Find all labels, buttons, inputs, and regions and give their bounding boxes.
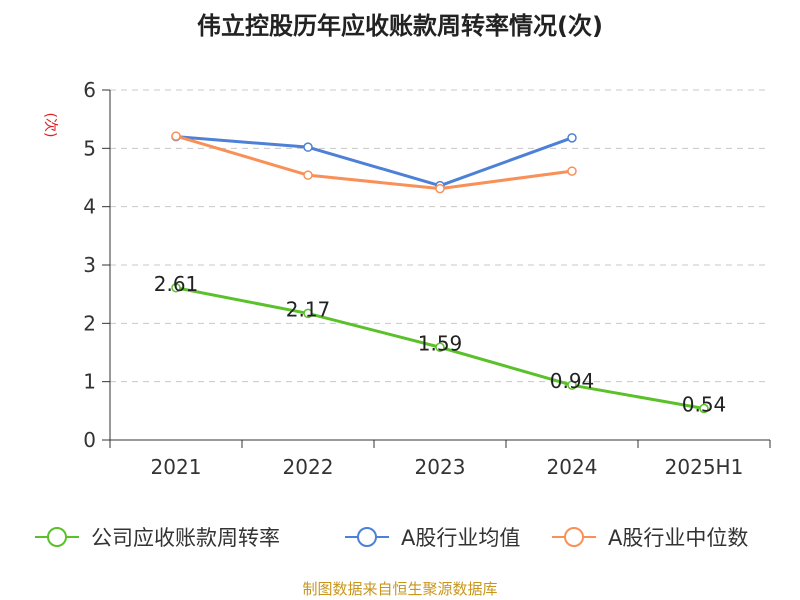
legend-label: 公司应收账款周转率 — [91, 526, 280, 550]
legend-marker — [564, 527, 584, 547]
y-tick-label: 5 — [83, 136, 96, 160]
y-tick-label: 6 — [83, 78, 96, 102]
data-point — [567, 380, 577, 390]
x-tick-label: 2022 — [283, 455, 334, 479]
series-line — [175, 135, 573, 188]
data-label: 0.94 — [550, 369, 595, 393]
data-point — [435, 342, 445, 352]
legend-marker — [47, 527, 67, 547]
y-tick-label: 2 — [83, 311, 96, 335]
data-point — [303, 308, 313, 319]
data-point — [171, 131, 181, 141]
data-label: 0.54 — [682, 393, 727, 417]
data-point — [303, 170, 313, 180]
data-point — [171, 283, 181, 293]
data-point — [567, 133, 577, 143]
x-tick-label: 2025H1 — [665, 455, 744, 479]
x-tick-label: 2024 — [547, 455, 598, 479]
data-point — [699, 403, 709, 414]
data-point — [435, 183, 445, 194]
legend-marker — [357, 527, 377, 547]
y-tick-label: 0 — [83, 428, 96, 452]
data-point — [303, 142, 313, 152]
chart-title: 伟立控股历年应收账款周转率情况(次) — [197, 12, 603, 40]
y-axis-label: (次) — [42, 113, 58, 138]
x-tick-label: 2021 — [151, 455, 202, 479]
data-source-note: 制图数据来自恒生聚源数据库 — [302, 580, 498, 598]
y-tick-label: 4 — [83, 195, 96, 219]
y-tick-label: 3 — [83, 253, 96, 277]
y-tick-label: 1 — [83, 370, 96, 394]
data-point — [567, 166, 577, 176]
series-line — [175, 134, 573, 191]
legend-label: A股行业均值 — [401, 526, 520, 550]
data-label: 2.61 — [154, 272, 199, 296]
legend-label: A股行业中位数 — [608, 526, 748, 550]
data-label: 2.17 — [286, 297, 331, 321]
data-label: 1.59 — [418, 331, 463, 355]
x-tick-label: 2023 — [415, 455, 466, 479]
